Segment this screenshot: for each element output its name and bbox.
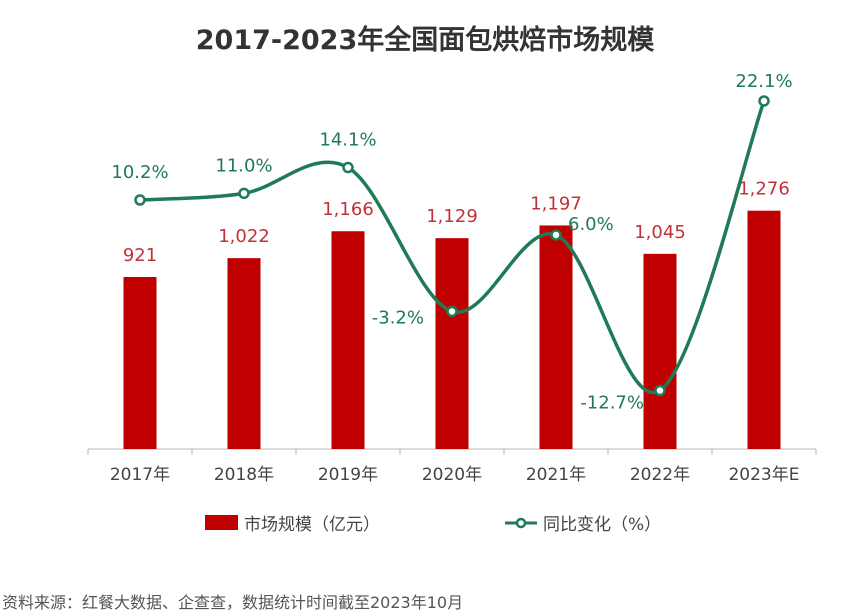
x-tick-label: 2023年E [728, 465, 799, 485]
bar-value-label: 1,045 [634, 222, 686, 243]
line-value-label: 22.1% [735, 71, 792, 92]
line-value-label: -3.2% [372, 307, 424, 328]
line-point [758, 95, 770, 107]
bar-value-label: 1,166 [322, 199, 374, 220]
line-value-label: 14.1% [319, 130, 376, 151]
line-point [446, 305, 458, 318]
bar-value-label: 1,197 [530, 193, 582, 214]
line-point [550, 229, 562, 241]
legend-item-bar: 市场规模（亿元） [205, 510, 380, 535]
line-value-label: 10.2% [111, 162, 168, 183]
bar [435, 238, 469, 449]
line-point [134, 194, 146, 206]
line-value-label: 6.0% [568, 214, 614, 235]
line-point [654, 384, 666, 397]
legend-line-swatch [505, 517, 537, 528]
bar [227, 258, 261, 449]
line-value-label: -12.7% [580, 393, 644, 414]
x-tick-label: 2021年 [526, 465, 586, 485]
x-tick-label: 2018年 [214, 465, 274, 485]
legend-bar-label: 市场规模（亿元） [244, 515, 380, 535]
legend-item-line: 同比变化（%） [505, 510, 661, 535]
line-series [139, 100, 766, 395]
x-tick-label: 2022年 [630, 465, 690, 485]
bar [331, 231, 365, 449]
bar [747, 210, 781, 449]
chart-title: 2017-2023年全国面包烘焙市场规模 [195, 25, 655, 56]
bar-value-label: 1,022 [218, 226, 270, 247]
bar [539, 225, 573, 449]
bar-value-label: 1,129 [426, 206, 478, 227]
line-value-label: 11.0% [215, 155, 272, 176]
x-tick-label: 2017年 [110, 465, 170, 485]
bar [123, 277, 157, 449]
x-tick-label: 2020年 [422, 465, 482, 485]
bar-value-label: 921 [123, 245, 157, 266]
line-point [238, 187, 250, 200]
bar-value-label: 1,276 [738, 179, 790, 200]
legend-bar-swatch [205, 515, 238, 530]
source-note: 资料来源：红餐大数据、企查查，数据统计时间截至2023年10月 [2, 593, 464, 612]
legend-line-label: 同比变化（%） [543, 515, 662, 535]
line-point [342, 161, 354, 174]
x-tick-label: 2019年 [318, 465, 378, 485]
bar [643, 253, 677, 449]
